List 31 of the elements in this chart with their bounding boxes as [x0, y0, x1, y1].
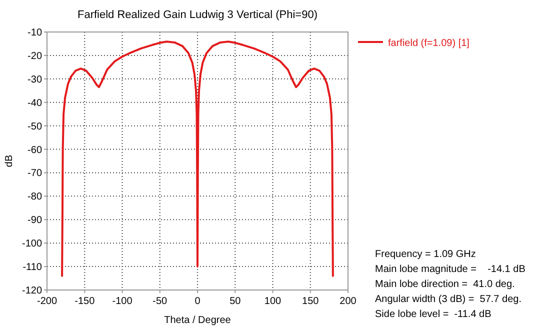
y-tick-label: -90: [28, 215, 42, 226]
x-tick-label: -50: [152, 296, 168, 307]
y-tick-label: -30: [28, 74, 42, 86]
y-tick-label: -80: [28, 192, 42, 203]
y-tick-label: -120: [22, 286, 42, 296]
x-tick-label: -150: [74, 296, 96, 307]
x-tick-label: 50: [230, 296, 242, 307]
y-tick-label: -70: [28, 168, 42, 180]
x-tick-label: -200: [36, 296, 58, 307]
x-tick-label: -100: [112, 296, 133, 307]
x-tick-label: 150: [302, 296, 320, 307]
text: Main lobe direction = 41.0 deg.: [375, 279, 515, 290]
y-tick-label: -60: [28, 144, 42, 156]
legend-label: farfield (f=1.09) [1]: [388, 38, 470, 49]
y-axis-title: dB: [4, 154, 15, 168]
chart-title: Farfield Realized Gain Ludwig 3 Vertical (Phi=90): [78, 9, 318, 21]
y-tick-label: -20: [28, 50, 42, 62]
y-tick-label: -10: [28, 28, 42, 38]
x-tick-label: 200: [340, 296, 357, 307]
x-tick-label: 100: [264, 296, 282, 307]
y-tick-label: -40: [28, 98, 42, 109]
text: Side lobe level = -11.4 dB: [375, 309, 492, 320]
line-series: [61, 40, 334, 277]
y-tick-label: -100: [22, 238, 42, 250]
y-tick-label: -50: [28, 121, 42, 132]
x-tick-label: 0: [194, 296, 201, 307]
text: Main lobe magnitude = -14.1 dB: [375, 264, 526, 275]
x-axis-title: Theta / Degree: [164, 315, 232, 326]
text: Angular width (3 dB) = 57.7 deg.: [375, 294, 522, 305]
text: Frequency = 1.09 GHz: [375, 249, 476, 260]
y-tick-label: -110: [22, 262, 42, 274]
